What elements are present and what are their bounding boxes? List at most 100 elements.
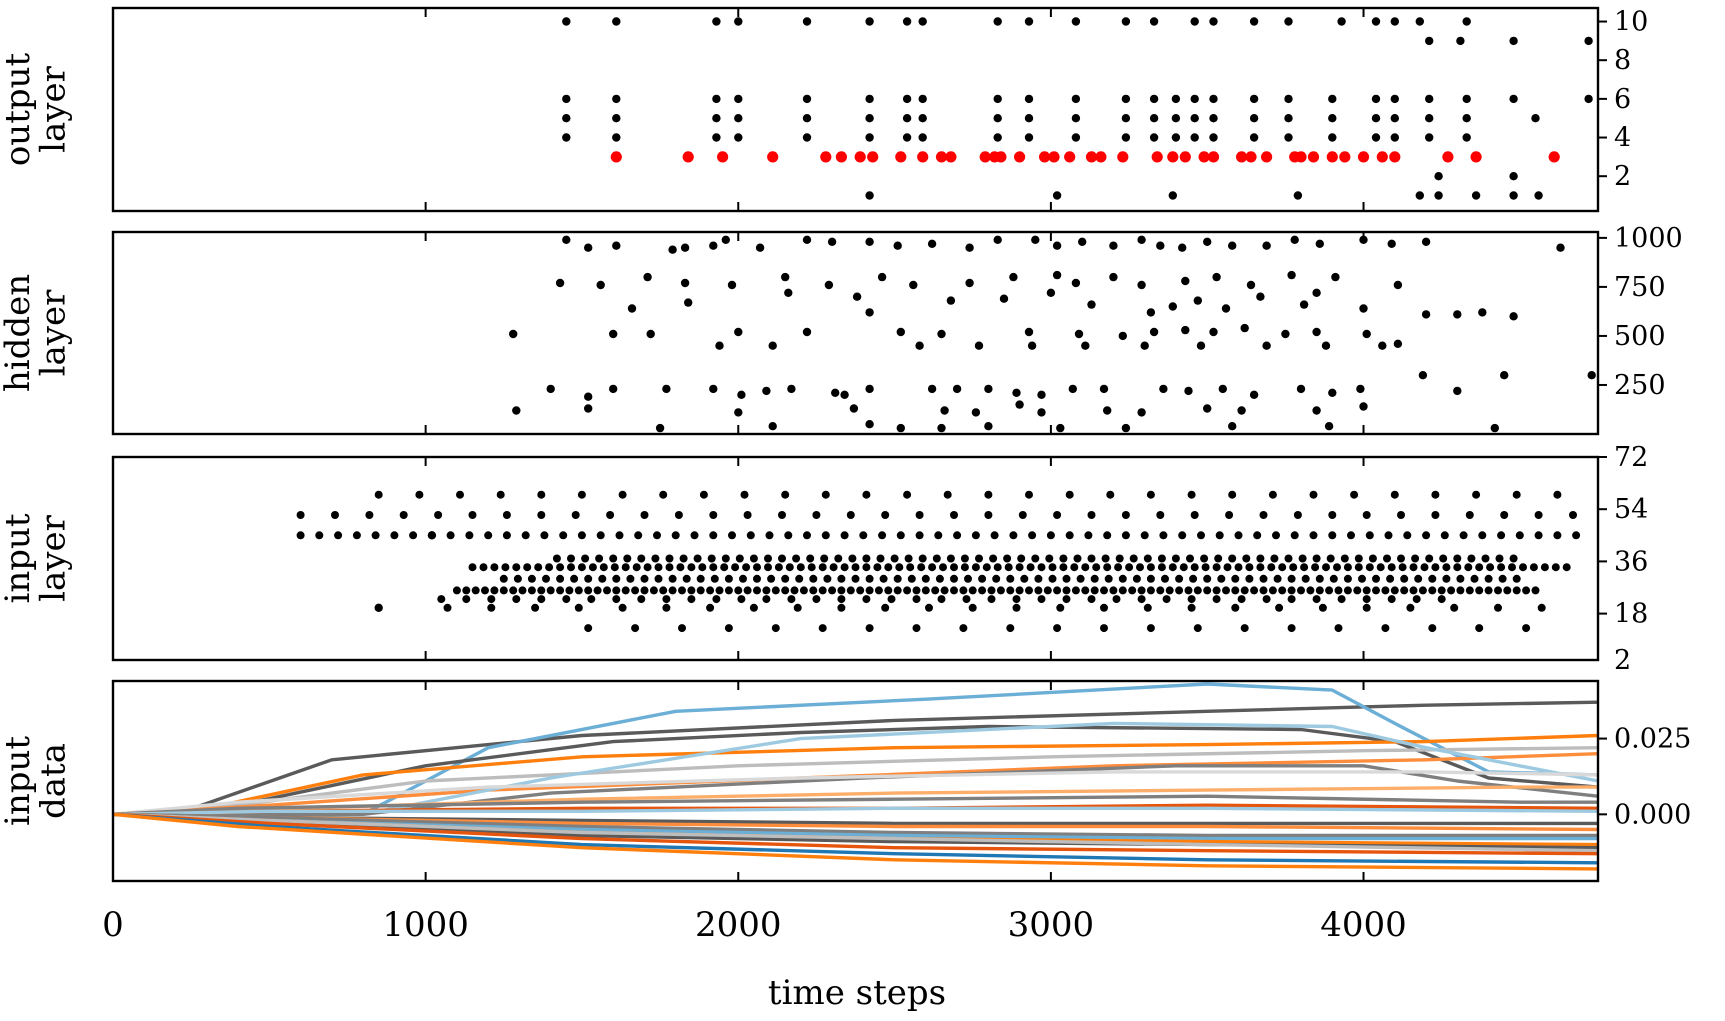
spike-dot [1012, 603, 1021, 612]
spike-dot [1431, 490, 1440, 499]
spike-dot [562, 133, 571, 142]
spike-dot [1529, 563, 1538, 572]
spike-dot [925, 603, 933, 612]
spike-dot [837, 586, 846, 595]
spike-dot [352, 531, 361, 540]
spike-dot [984, 511, 993, 519]
spike-dot [537, 595, 546, 604]
spike-dot [1465, 586, 1474, 595]
spike-dot [502, 511, 511, 519]
spike-dot [542, 574, 550, 583]
spike-dot [584, 392, 593, 401]
spike-dot [984, 490, 993, 499]
spike-dot [1137, 235, 1146, 244]
spike-dot [577, 531, 586, 540]
spike-dot [1228, 554, 1237, 563]
spike-dot [1190, 133, 1199, 142]
y-tick-label: 2 [1614, 161, 1631, 192]
spike-dot [823, 574, 832, 583]
spike-dot [931, 586, 940, 595]
spike-dot [1311, 563, 1320, 572]
spike-dot [978, 586, 987, 595]
spike-dot [665, 554, 674, 563]
spike-dot [596, 280, 605, 290]
spike-dot [1181, 325, 1190, 335]
spike-dot [1178, 531, 1187, 540]
spike-dot [893, 586, 902, 595]
y-tick-label: 0.000 [1614, 799, 1691, 830]
spike-dot [1512, 586, 1521, 595]
spike-dot [937, 423, 946, 433]
spike-dot [865, 574, 874, 583]
spike-dot [1371, 114, 1381, 123]
y-tick-label: 36 [1614, 546, 1648, 577]
spike-dot [915, 511, 924, 519]
spike-dot [1259, 586, 1268, 595]
target-spike-dot [717, 151, 729, 163]
target-spike-dot [1442, 151, 1454, 163]
spike-dot [562, 114, 571, 123]
spike-dot [1494, 603, 1502, 612]
spike-dot [1390, 114, 1400, 123]
spike-dot [1475, 563, 1484, 572]
spike-dot [584, 586, 593, 595]
spike-dot [665, 563, 674, 572]
spike-dot [1046, 288, 1056, 297]
spike-dot [1187, 595, 1196, 604]
spike-dot [720, 563, 729, 572]
spike-dot [1006, 586, 1015, 595]
spike-dot [696, 586, 705, 595]
panel-frame [111, 230, 1600, 436]
target-spike-dot [995, 151, 1007, 163]
spike-dot [982, 563, 991, 572]
panel-output: outputlayer 2 4 6 8 10 [0, 7, 1648, 213]
target-spike-dot [820, 151, 832, 163]
spike-dot [1073, 554, 1082, 563]
spike-dot [968, 586, 977, 595]
spike-dot [640, 574, 649, 583]
spike-dot [1509, 554, 1518, 563]
spike-dot [807, 563, 816, 572]
spike-dot [1212, 586, 1221, 595]
spike-dot [918, 17, 927, 26]
spike-dot [765, 531, 774, 540]
spike-dot [595, 554, 604, 563]
spike-dot [1081, 563, 1090, 572]
spike-dot [1100, 603, 1108, 612]
spike-dot [1034, 574, 1043, 583]
spike-dot [598, 574, 607, 583]
spike-dot [1234, 531, 1243, 540]
y-tick-label: 6 [1614, 84, 1631, 115]
spike-dot [1290, 531, 1299, 540]
spike-dot [960, 563, 969, 572]
spike-dot [456, 490, 464, 499]
spike-dot [513, 574, 522, 583]
spike-dot [1231, 586, 1240, 595]
spike-dot [1024, 133, 1034, 142]
spike-dot [1268, 490, 1277, 499]
spike-dot [1231, 574, 1240, 583]
spike-dot [917, 563, 926, 572]
spike-dot [1159, 531, 1168, 540]
target-spike-dot [979, 151, 991, 163]
spike-dot [1100, 624, 1108, 633]
spike-dot [1437, 595, 1446, 604]
target-spike-dot [1014, 151, 1026, 163]
series-line [113, 806, 1598, 816]
spike-dot [618, 603, 627, 612]
spike-dot [781, 586, 790, 595]
spike-dot [1020, 574, 1029, 583]
spike-dot [567, 563, 575, 572]
spike-dot [680, 243, 690, 252]
x-tick-label: 0 [102, 905, 124, 945]
spike-dot [734, 586, 743, 595]
spike-dot [646, 329, 655, 339]
spike-dot [481, 586, 489, 595]
spike-dot [615, 531, 624, 540]
spike-dot [1312, 554, 1321, 563]
spike-dot [1221, 304, 1231, 313]
x-tick-label: 3000 [1008, 905, 1095, 945]
spike-dot [1412, 595, 1421, 604]
spike-dot [896, 423, 905, 433]
spike-dot [818, 563, 827, 572]
